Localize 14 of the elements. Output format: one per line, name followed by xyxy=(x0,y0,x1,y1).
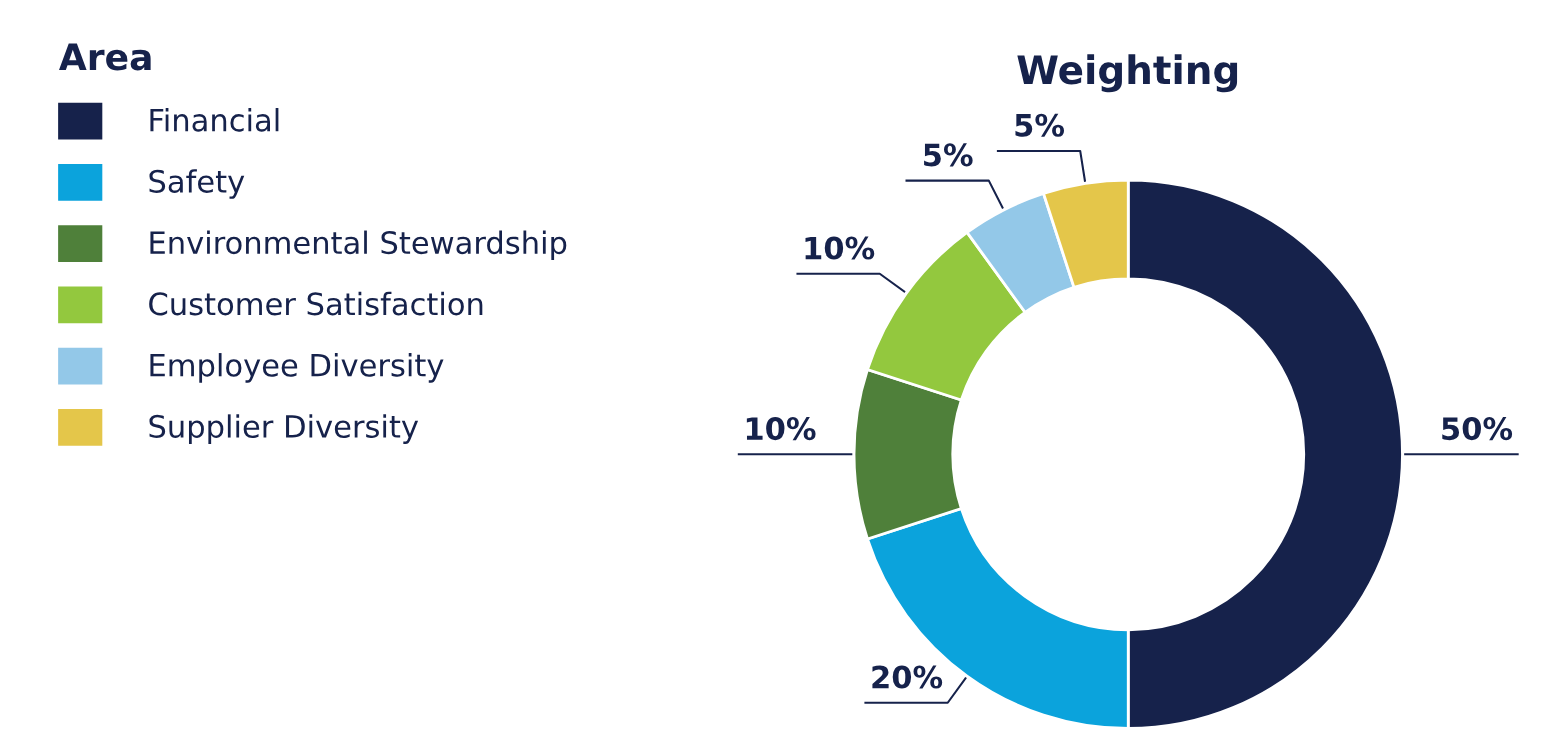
legend-label: Environmental Stewardship xyxy=(150,230,567,261)
data-label: 50% xyxy=(1442,417,1513,441)
data-label: 5% xyxy=(924,143,973,167)
data-label: 10% xyxy=(805,236,875,260)
chart-title: Weighting xyxy=(1017,54,1238,93)
legend-title: Area xyxy=(59,43,151,71)
legend-label: Employee Diversity xyxy=(150,353,444,383)
legend-label: Safety xyxy=(149,169,245,199)
data-label: 10% xyxy=(746,417,816,441)
legend-label: Supplier Diversity xyxy=(149,414,419,444)
data-label: 20% xyxy=(872,665,943,689)
legend-label: Financial xyxy=(150,108,279,132)
legend-label: Customer Satisfaction xyxy=(149,291,483,316)
data-label: 5% xyxy=(1015,113,1065,137)
